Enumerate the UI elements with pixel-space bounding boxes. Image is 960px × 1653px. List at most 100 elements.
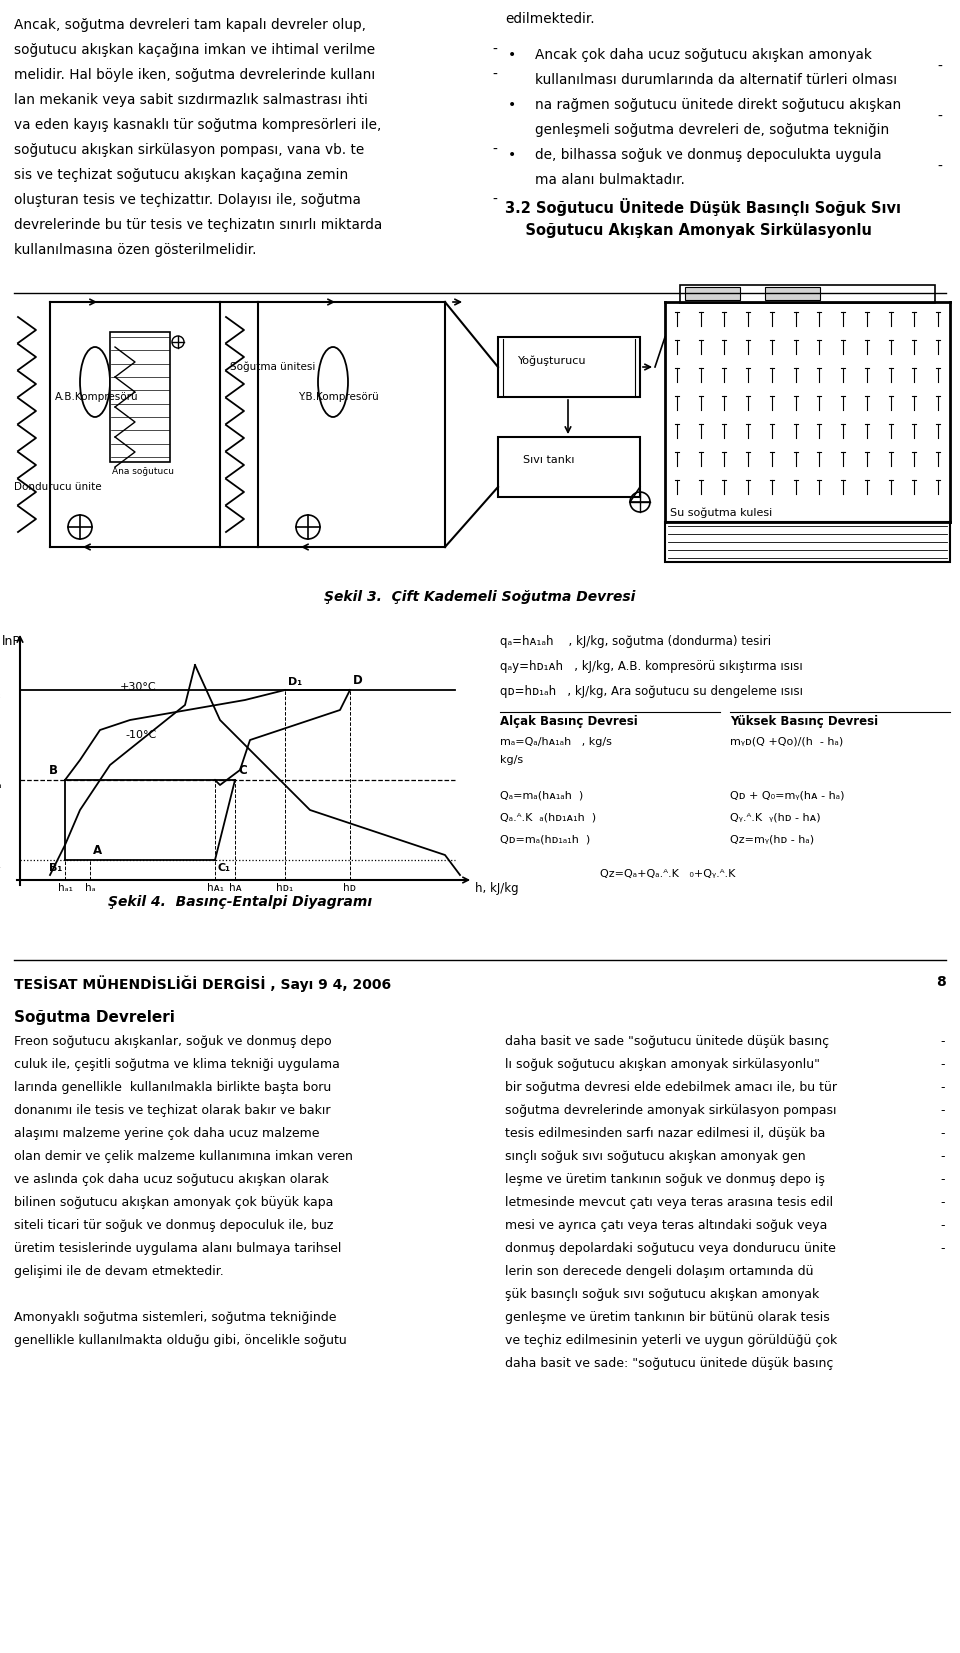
Text: -: - [940,1127,945,1141]
Text: -: - [492,68,497,83]
Bar [498,436,640,498]
Text: A: A [93,845,102,856]
Text: lı soğuk soğutucu akışkan amonyak sirkülasyonlu": lı soğuk soğutucu akışkan amonyak sirkül… [505,1058,820,1071]
Text: oluşturan tesis ve teçhizattır. Dolayısı ile, soğutma: oluşturan tesis ve teçhizattır. Dolayısı… [14,193,361,207]
Text: Qᴅ=mₐ(hᴅ₁ₐ₁h  ): Qᴅ=mₐ(hᴅ₁ₐ₁h ) [500,835,590,845]
Text: ve teçhiz edilmesinin yeterli ve uygun görüldüğü çok: ve teçhiz edilmesinin yeterli ve uygun g… [505,1334,837,1347]
Text: Y.B.Kompresörü: Y.B.Kompresörü [298,392,379,402]
Text: hₐ: hₐ [84,883,95,893]
Text: •: • [508,98,516,112]
Text: -: - [940,1197,945,1208]
Text: mₐ=Qₐ/hᴀ₁ₐh   , kg/s: mₐ=Qₐ/hᴀ₁ₐh , kg/s [500,737,612,747]
Text: qᴅ=hᴅ₁ₐh   , kJ/kg, Ara soğutucu su dengeleme ısısı: qᴅ=hᴅ₁ₐh , kJ/kg, Ara soğutucu su dengel… [500,684,803,698]
Text: 8: 8 [936,975,946,988]
Text: Qᴅ + Q₀=mᵧ(hᴀ - hₐ): Qᴅ + Q₀=mᵧ(hᴀ - hₐ) [730,790,845,800]
Text: -: - [937,60,942,74]
Text: Soğutma Devreleri: Soğutma Devreleri [14,1010,175,1025]
Text: Su soğutma kulesi: Su soğutma kulesi [670,507,772,517]
Text: Qₐ.ᴬ.K  ₐ(hᴅ₁ᴀ₁h  ): Qₐ.ᴬ.K ₐ(hᴅ₁ᴀ₁h ) [500,812,596,822]
Text: qₐ=hᴀ₁ₐh    , kJ/kg, soğutma (dondurma) tesiri: qₐ=hᴀ₁ₐh , kJ/kg, soğutma (dondurma) tes… [500,635,771,648]
Text: Şekil 4.  Basınç-Entalpi Diyagramı: Şekil 4. Basınç-Entalpi Diyagramı [108,894,372,909]
Text: donanımı ile tesis ve teçhizat olarak bakır ve bakır: donanımı ile tesis ve teçhizat olarak ba… [14,1104,330,1117]
Text: tesis edilmesinden sarfı nazar edilmesi il, düşük ba: tesis edilmesinden sarfı nazar edilmesi … [505,1127,826,1141]
Text: donmuş depolardaki soğutucu veya dondurucu ünite: donmuş depolardaki soğutucu veya donduru… [505,1241,836,1255]
Text: •: • [508,149,516,162]
Text: devrelerinde bu tür tesis ve teçhizatın sınırlı miktarda: devrelerinde bu tür tesis ve teçhizatın … [14,218,382,231]
Text: Soğutma ünitesi: Soğutma ünitesi [230,362,316,372]
Text: C₁: C₁ [218,863,231,873]
Text: larında genellikle  kullanılmakla birlikte başta boru: larında genellikle kullanılmakla birlikt… [14,1081,331,1094]
Text: -: - [492,193,497,207]
Text: -: - [492,144,497,157]
Text: 3.2 Soğutucu Ünitede Düşük Basınçlı Soğuk Sıvı: 3.2 Soğutucu Ünitede Düşük Basınçlı Soğu… [505,198,901,217]
Text: •: • [508,48,516,63]
Text: bir soğutma devresi elde edebilmek amacı ile, bu tür: bir soğutma devresi elde edebilmek amacı… [505,1081,837,1094]
Text: leşme ve üretim tankının soğuk ve donmuş depo iş: leşme ve üretim tankının soğuk ve donmuş… [505,1174,825,1185]
Bar [680,284,935,302]
Text: Yüksek Basınç Devresi: Yüksek Basınç Devresi [730,716,878,727]
Text: -: - [940,1218,945,1231]
Text: +30°C: +30°C [120,683,156,693]
Text: -: - [940,1150,945,1164]
Text: Soğutucu Akışkan Amonyak Sirkülasyonlu: Soğutucu Akışkan Amonyak Sirkülasyonlu [505,223,872,238]
Text: soğutma devrelerinde amonyak sirkülasyon pompası: soğutma devrelerinde amonyak sirkülasyon… [505,1104,836,1117]
Text: üretim tesislerinde uygulama alanı bulmaya tarihsel: üretim tesislerinde uygulama alanı bulma… [14,1241,342,1255]
Text: genleşmeli soğutma devreleri de, soğutma tekniğin: genleşmeli soğutma devreleri de, soğutma… [535,122,889,137]
Text: genellikle kullanılmakta olduğu gibi, öncelikle soğutu: genellikle kullanılmakta olduğu gibi, ön… [14,1334,347,1347]
Text: mᵧᴅ(Q +Qo)/(h  - hₐ): mᵧᴅ(Q +Qo)/(h - hₐ) [730,737,843,747]
Text: hₐ₁: hₐ₁ [58,883,72,893]
Text: Dondurucu ünite: Dondurucu ünite [14,483,102,493]
Text: Amonyaklı soğutma sistemleri, soğutma tekniğinde: Amonyaklı soğutma sistemleri, soğutma te… [14,1311,337,1324]
Text: lerin son derecede dengeli dolaşım ortamında dü: lerin son derecede dengeli dolaşım ortam… [505,1265,813,1278]
Text: TESİSAT MÜHENDİSLİĞİ DERGİSİ , Sayı 9 4, 2006: TESİSAT MÜHENDİSLİĞİ DERGİSİ , Sayı 9 4,… [14,975,391,992]
Text: -: - [940,1058,945,1071]
Bar [765,288,820,299]
Text: D: D [353,674,363,688]
Text: culuk ile, çeşitli soğutma ve klima tekniği uygulama: culuk ile, çeşitli soğutma ve klima tekn… [14,1058,340,1071]
Text: B: B [49,764,58,777]
Text: lan mekanik veya sabit sızdırmazlık salmastrası ihti: lan mekanik veya sabit sızdırmazlık salm… [14,93,368,107]
Text: hᴀ₁: hᴀ₁ [206,883,224,893]
Text: Qₐ=mₐ(hᴀ₁ₐh  ): Qₐ=mₐ(hᴀ₁ₐh ) [500,790,584,800]
Text: kg/s: kg/s [500,755,523,765]
Text: soğutucu akışkan kaçağına imkan ve ihtimal verilme: soğutucu akışkan kaçağına imkan ve ihtim… [14,43,375,56]
Text: ve aslında çok daha ucuz soğutucu akışkan olarak: ve aslında çok daha ucuz soğutucu akışka… [14,1174,328,1185]
Text: Pₖ: Pₖ [0,688,2,701]
Bar [665,522,950,562]
Text: -: - [937,160,942,174]
Text: P₁: P₁ [0,858,2,871]
Text: C: C [238,764,247,777]
Text: -: - [940,1241,945,1255]
Text: soğutucu akışkan sirkülasyon pompası, vana vb. te: soğutucu akışkan sirkülasyon pompası, va… [14,144,364,157]
Text: Pₐ: Pₐ [0,779,2,792]
Text: A.B.Kompresörü: A.B.Kompresörü [55,392,138,402]
Bar [498,337,640,397]
Text: genleşme ve üretim tankının bir bütünü olarak tesis: genleşme ve üretim tankının bir bütünü o… [505,1311,829,1324]
Text: -: - [940,1035,945,1048]
Text: -10°C: -10°C [125,731,156,741]
Text: -: - [940,1081,945,1094]
Text: melidir. Hal böyle iken, soğutma devrelerinde kullanı: melidir. Hal böyle iken, soğutma devrele… [14,68,375,83]
Text: Şekil 3.  Çift Kademeli Soğutma Devresi: Şekil 3. Çift Kademeli Soğutma Devresi [324,590,636,603]
Text: Ancak, soğutma devreleri tam kapalı devreler olup,: Ancak, soğutma devreleri tam kapalı devr… [14,18,366,31]
Text: bilinen soğutucu akışkan amonyak çok büyük kapa: bilinen soğutucu akışkan amonyak çok büy… [14,1197,333,1208]
Text: siteli ticari tür soğuk ve donmuş depoculuk ile, buz: siteli ticari tür soğuk ve donmuş depocu… [14,1218,333,1231]
Text: -: - [492,43,497,56]
Text: alaşımı malzeme yerine çok daha ucuz malzeme: alaşımı malzeme yerine çok daha ucuz mal… [14,1127,320,1141]
Text: Freon soğutucu akışkanlar, soğuk ve donmuş depo: Freon soğutucu akışkanlar, soğuk ve donm… [14,1035,331,1048]
Text: şük basınçlı soğuk sıvı soğutucu akışkan amonyak: şük basınçlı soğuk sıvı soğutucu akışkan… [505,1288,819,1301]
Text: daha basit ve sade: "soğutucu ünitede düşük basınç: daha basit ve sade: "soğutucu ünitede dü… [505,1357,833,1370]
Text: va eden kayış kasnaklı tür soğutma kompresörleri ile,: va eden kayış kasnaklı tür soğutma kompr… [14,117,381,132]
Text: Sıvı tankı: Sıvı tankı [523,455,574,464]
Bar [110,332,170,461]
Text: sis ve teçhizat soğutucu akışkan kaçağına zemin: sis ve teçhizat soğutucu akışkan kaçağın… [14,169,348,182]
Text: de, bilhassa soğuk ve donmuş depoculukta uygula: de, bilhassa soğuk ve donmuş depoculukta… [535,149,881,162]
Text: Ana soğutucu: Ana soğutucu [112,468,174,476]
Text: hᴅ₁: hᴅ₁ [276,883,294,893]
Text: gelişimi ile de devam etmektedir.: gelişimi ile de devam etmektedir. [14,1265,224,1278]
Text: Qᴢ=mᵧ(hᴅ - hₐ): Qᴢ=mᵧ(hᴅ - hₐ) [730,835,814,845]
Text: Ancak çok daha ucuz soğutucu akışkan amonyak: Ancak çok daha ucuz soğutucu akışkan amo… [535,48,872,63]
Text: kullanılmasına özen gösterilmelidir.: kullanılmasına özen gösterilmelidir. [14,243,256,256]
Text: edilmektedir.: edilmektedir. [505,12,594,26]
Text: hᴀ: hᴀ [228,883,241,893]
